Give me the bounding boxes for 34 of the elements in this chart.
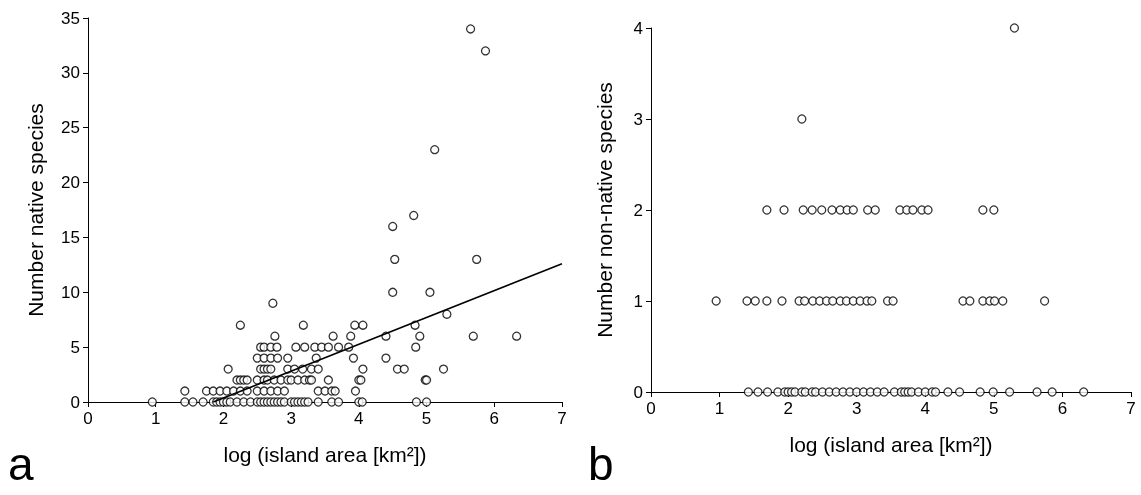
y-axis-title: Number non-native species: [593, 82, 616, 338]
y-tick-label: 25: [61, 118, 80, 138]
x-tick-label: 3: [851, 399, 862, 418]
x-axis-title: log (island area [km²]): [223, 443, 427, 466]
x-tick-label: 2: [218, 409, 229, 428]
x-tick-label: 6: [489, 409, 500, 428]
x-axis-title: log (island area [km²]): [789, 433, 993, 456]
x-tick-label: 7: [557, 409, 567, 428]
y-tick-label: 4: [633, 18, 643, 38]
x-tick-label: 1: [714, 399, 725, 418]
x-tick-label: 0: [646, 399, 656, 418]
x-tick-label: 6: [1057, 399, 1068, 418]
x-tick-label: 2: [783, 399, 793, 418]
x-tick-label: 0: [83, 409, 93, 428]
y-tick-label: 3: [633, 109, 643, 129]
y-tick-label: 35: [61, 8, 80, 28]
x-tick-label: 7: [1126, 399, 1136, 418]
y-tick-label: 5: [70, 337, 80, 357]
text: a: [8, 438, 34, 490]
y-tick-label: 0: [633, 382, 643, 402]
x-tick-label: 5: [421, 409, 432, 428]
x-tick-label: 5: [989, 399, 999, 418]
x-tick-label: 4: [354, 409, 364, 428]
y-tick-label: 1: [633, 291, 643, 311]
y-tick-label: 15: [61, 227, 80, 247]
y-axis-title: Number native species: [24, 103, 47, 317]
y-tick-label: 30: [61, 63, 80, 83]
x-tick-label: 1: [150, 409, 161, 428]
y-tick-label: 2: [633, 200, 643, 220]
x-tick-label: 4: [920, 399, 931, 418]
y-tick-label: 10: [61, 282, 80, 302]
y-tick-label: 20: [61, 173, 80, 193]
text: b: [588, 438, 614, 490]
x-tick-label: 3: [286, 409, 296, 428]
